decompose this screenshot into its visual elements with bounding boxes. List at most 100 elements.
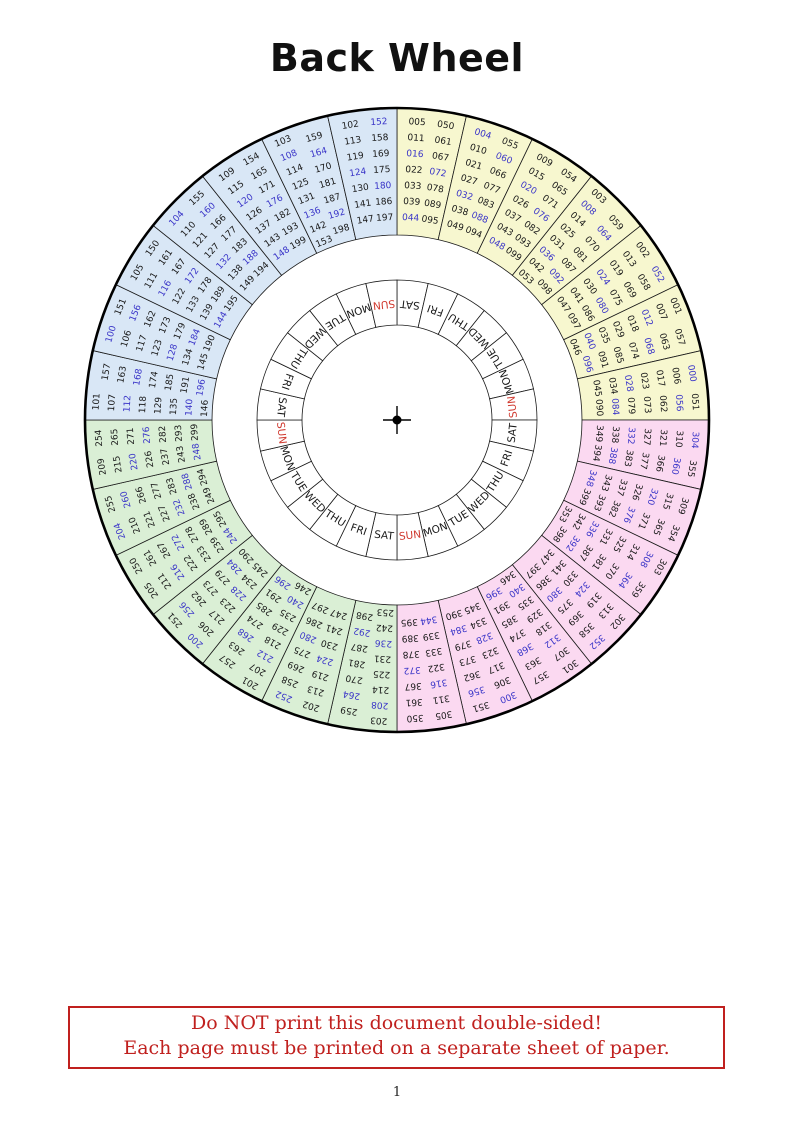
number-cell: 327 — [641, 428, 652, 446]
number-cell: 265 — [110, 428, 121, 446]
page-number: 1 — [392, 1085, 402, 1100]
number-cell: 085 — [611, 346, 625, 365]
number-cell: 343 — [599, 473, 614, 492]
number-cell: 281 — [348, 656, 367, 669]
number-cell: 101 — [92, 393, 103, 411]
number-cell: 299 — [190, 423, 201, 441]
number-cell: 255 — [104, 494, 118, 513]
number-cell: 293 — [174, 424, 185, 442]
wheel-outer-rim — [83, 106, 711, 734]
number-cell: 231 — [374, 653, 392, 664]
number-cell: 117 — [135, 334, 150, 353]
number-cell: 163 — [116, 365, 129, 384]
number-cell: 175 — [373, 165, 391, 176]
number-cell: 225 — [373, 668, 391, 679]
center-star-icon — [383, 406, 411, 434]
day-label: SAT — [506, 422, 520, 443]
number-cell: 180 — [374, 181, 392, 192]
number-cell: 372 — [403, 664, 421, 675]
number-cell: 266 — [134, 485, 149, 505]
number-cell: 023 — [638, 372, 651, 391]
number-cell: 129 — [153, 396, 164, 414]
number-cell: 119 — [346, 151, 365, 164]
number-cell: 068 — [641, 337, 656, 357]
number-cell: 304 — [689, 431, 700, 449]
number-cell: 288 — [181, 471, 196, 491]
number-cell: 214 — [372, 683, 390, 694]
number-cell: 236 — [374, 637, 392, 648]
number-cell: 242 — [376, 622, 394, 633]
number-cell: 090 — [593, 399, 604, 417]
number-cell: 062 — [657, 395, 668, 413]
number-cell: 349 — [593, 425, 604, 443]
print-warning-line1: Do NOT print this document double-sided! — [190, 1012, 603, 1034]
number-cell: 050 — [436, 120, 455, 133]
number-cell: 388 — [606, 446, 619, 465]
back-wheel-diagram: SAT FRI THU WED TUE MON SUN SAT FRI THU WED TUE MON S… — [83, 106, 711, 734]
number-cell: 057 — [672, 328, 686, 347]
number-cell: 198 — [332, 223, 352, 238]
number-cell: 135 — [169, 398, 180, 416]
number-cell: 197 — [376, 213, 394, 224]
number-cell: 383 — [622, 449, 635, 468]
number-cell: 123 — [150, 338, 165, 357]
number-cell: 073 — [641, 396, 652, 414]
number-cell: 320 — [644, 487, 659, 507]
day-ring: SAT FRITHUWEDTUEMONSUNSATFRITHUWEDTUEMONS… — [256, 279, 538, 561]
number-cell: 102 — [341, 119, 360, 132]
number-cell: 168 — [132, 368, 145, 387]
number-cell: 186 — [375, 197, 393, 208]
number-cell: 230 — [320, 637, 340, 652]
day-label: FRI — [499, 449, 516, 468]
number-cell: 079 — [625, 397, 636, 415]
number-cell: 147 — [356, 214, 375, 227]
number-cell: 309 — [675, 496, 690, 516]
day-label: SAT — [399, 297, 420, 311]
number-cell: 196 — [195, 378, 208, 397]
number-cell: 170 — [314, 161, 334, 176]
number-cell: 159 — [305, 131, 325, 146]
number-cell: 017 — [653, 369, 666, 388]
number-cell: 084 — [609, 398, 620, 416]
number-cell: 209 — [96, 457, 109, 476]
number-cell: 185 — [164, 373, 177, 392]
number-cell: 158 — [371, 133, 389, 144]
number-cell: 362 — [462, 668, 481, 682]
day-label: SUN — [372, 297, 395, 311]
number-cell: 004 — [473, 127, 493, 142]
number-cell: 044 — [402, 213, 420, 224]
number-cell: 074 — [626, 341, 641, 361]
number-cell: 332 — [625, 427, 636, 445]
number-cell: 253 — [376, 606, 394, 617]
number-cell: 028 — [622, 374, 635, 393]
number-cell: 078 — [426, 183, 445, 196]
number-cell: 174 — [148, 370, 161, 389]
number-cell: 215 — [112, 455, 125, 474]
number-cell: 032 — [455, 189, 474, 204]
number-cell: 394 — [590, 444, 603, 463]
number-ring — [84, 107, 710, 733]
number-cell: 379 — [453, 637, 473, 652]
number-cell: 260 — [119, 489, 134, 509]
day-label: FRI — [279, 372, 296, 391]
number-cell: 310 — [673, 430, 684, 448]
number-cell: 224 — [315, 652, 335, 667]
number-cell: 049 — [445, 219, 465, 234]
number-cell: 356 — [466, 683, 486, 698]
number-cell: 322 — [427, 661, 446, 674]
number-cell: 367 — [404, 680, 422, 691]
number-cell: 287 — [350, 641, 369, 654]
number-cell: 191 — [180, 376, 193, 395]
number-cell: 390 — [444, 607, 464, 622]
day-cell — [365, 279, 398, 328]
day-label: SAT — [374, 529, 395, 543]
number-cell: 021 — [464, 158, 483, 173]
number-cell: 321 — [657, 429, 668, 447]
number-cell: 124 — [349, 167, 368, 180]
number-cell: 337 — [614, 478, 629, 497]
number-cell: 118 — [138, 395, 149, 413]
number-cell: 282 — [158, 425, 169, 443]
day-label: FRI — [426, 302, 445, 319]
number-cell: 298 — [355, 609, 374, 622]
day-label: SAT — [274, 397, 288, 418]
